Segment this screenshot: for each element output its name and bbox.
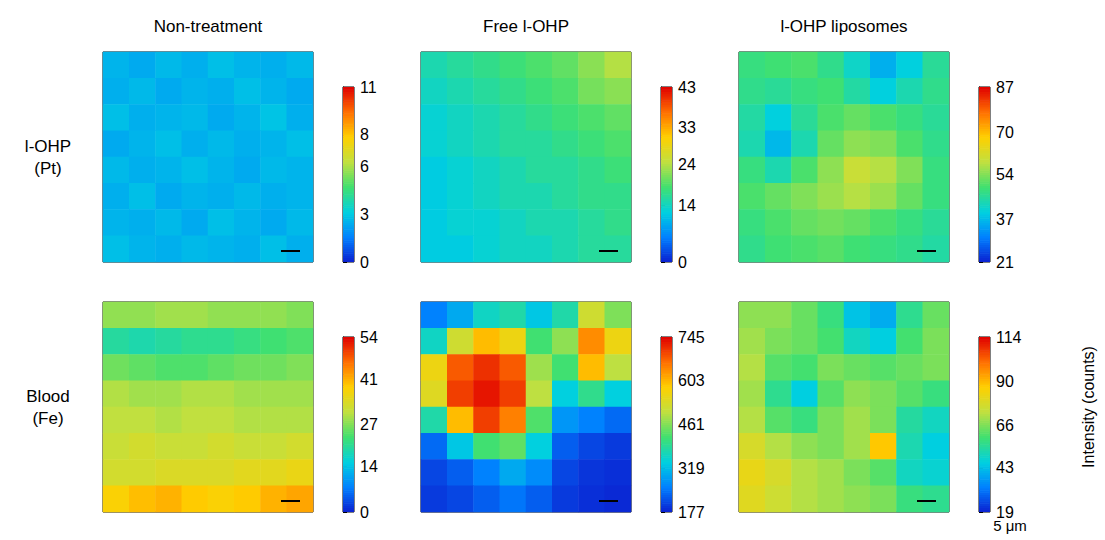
svg-text:19: 19 bbox=[996, 504, 1014, 521]
svg-text:43: 43 bbox=[996, 459, 1014, 476]
svg-text:43: 43 bbox=[678, 79, 696, 96]
svg-text:11: 11 bbox=[360, 79, 377, 96]
svg-text:70: 70 bbox=[996, 124, 1014, 141]
svg-text:461: 461 bbox=[678, 416, 705, 433]
svg-text:90: 90 bbox=[996, 373, 1014, 390]
svg-text:Free l-OHP: Free l-OHP bbox=[483, 17, 569, 36]
svg-text:0: 0 bbox=[678, 254, 687, 271]
svg-text:14: 14 bbox=[360, 458, 378, 475]
svg-text:54: 54 bbox=[360, 329, 378, 346]
svg-text:54: 54 bbox=[996, 166, 1014, 183]
svg-text:177: 177 bbox=[678, 504, 705, 521]
svg-text:0: 0 bbox=[360, 254, 369, 271]
svg-text:l-OHP: l-OHP bbox=[25, 137, 71, 156]
svg-text:114: 114 bbox=[996, 329, 1022, 346]
svg-text:5 μm: 5 μm bbox=[993, 516, 1027, 534]
svg-text:Blood: Blood bbox=[26, 387, 69, 406]
svg-text:Non-treatment: Non-treatment bbox=[154, 17, 263, 36]
svg-text:27: 27 bbox=[360, 416, 378, 433]
svg-text:33: 33 bbox=[678, 119, 696, 136]
svg-text:l-OHP liposomes: l-OHP liposomes bbox=[780, 17, 907, 36]
svg-text:24: 24 bbox=[678, 156, 696, 173]
svg-text:745: 745 bbox=[678, 329, 705, 346]
svg-text:6: 6 bbox=[360, 158, 369, 175]
svg-text:87: 87 bbox=[996, 79, 1014, 96]
svg-text:319: 319 bbox=[678, 460, 705, 477]
svg-text:37: 37 bbox=[996, 211, 1014, 228]
svg-text:(Pt): (Pt) bbox=[34, 159, 61, 178]
svg-text:(Fe): (Fe) bbox=[32, 409, 63, 428]
svg-text:41: 41 bbox=[360, 371, 378, 388]
svg-text:Intensity (counts): Intensity (counts) bbox=[1080, 346, 1097, 468]
svg-text:3: 3 bbox=[360, 206, 369, 223]
svg-text:0: 0 bbox=[360, 504, 369, 521]
svg-text:14: 14 bbox=[678, 197, 696, 214]
svg-text:66: 66 bbox=[996, 417, 1014, 434]
svg-text:8: 8 bbox=[360, 126, 369, 143]
svg-text:603: 603 bbox=[678, 372, 705, 389]
svg-text:21: 21 bbox=[996, 254, 1014, 271]
